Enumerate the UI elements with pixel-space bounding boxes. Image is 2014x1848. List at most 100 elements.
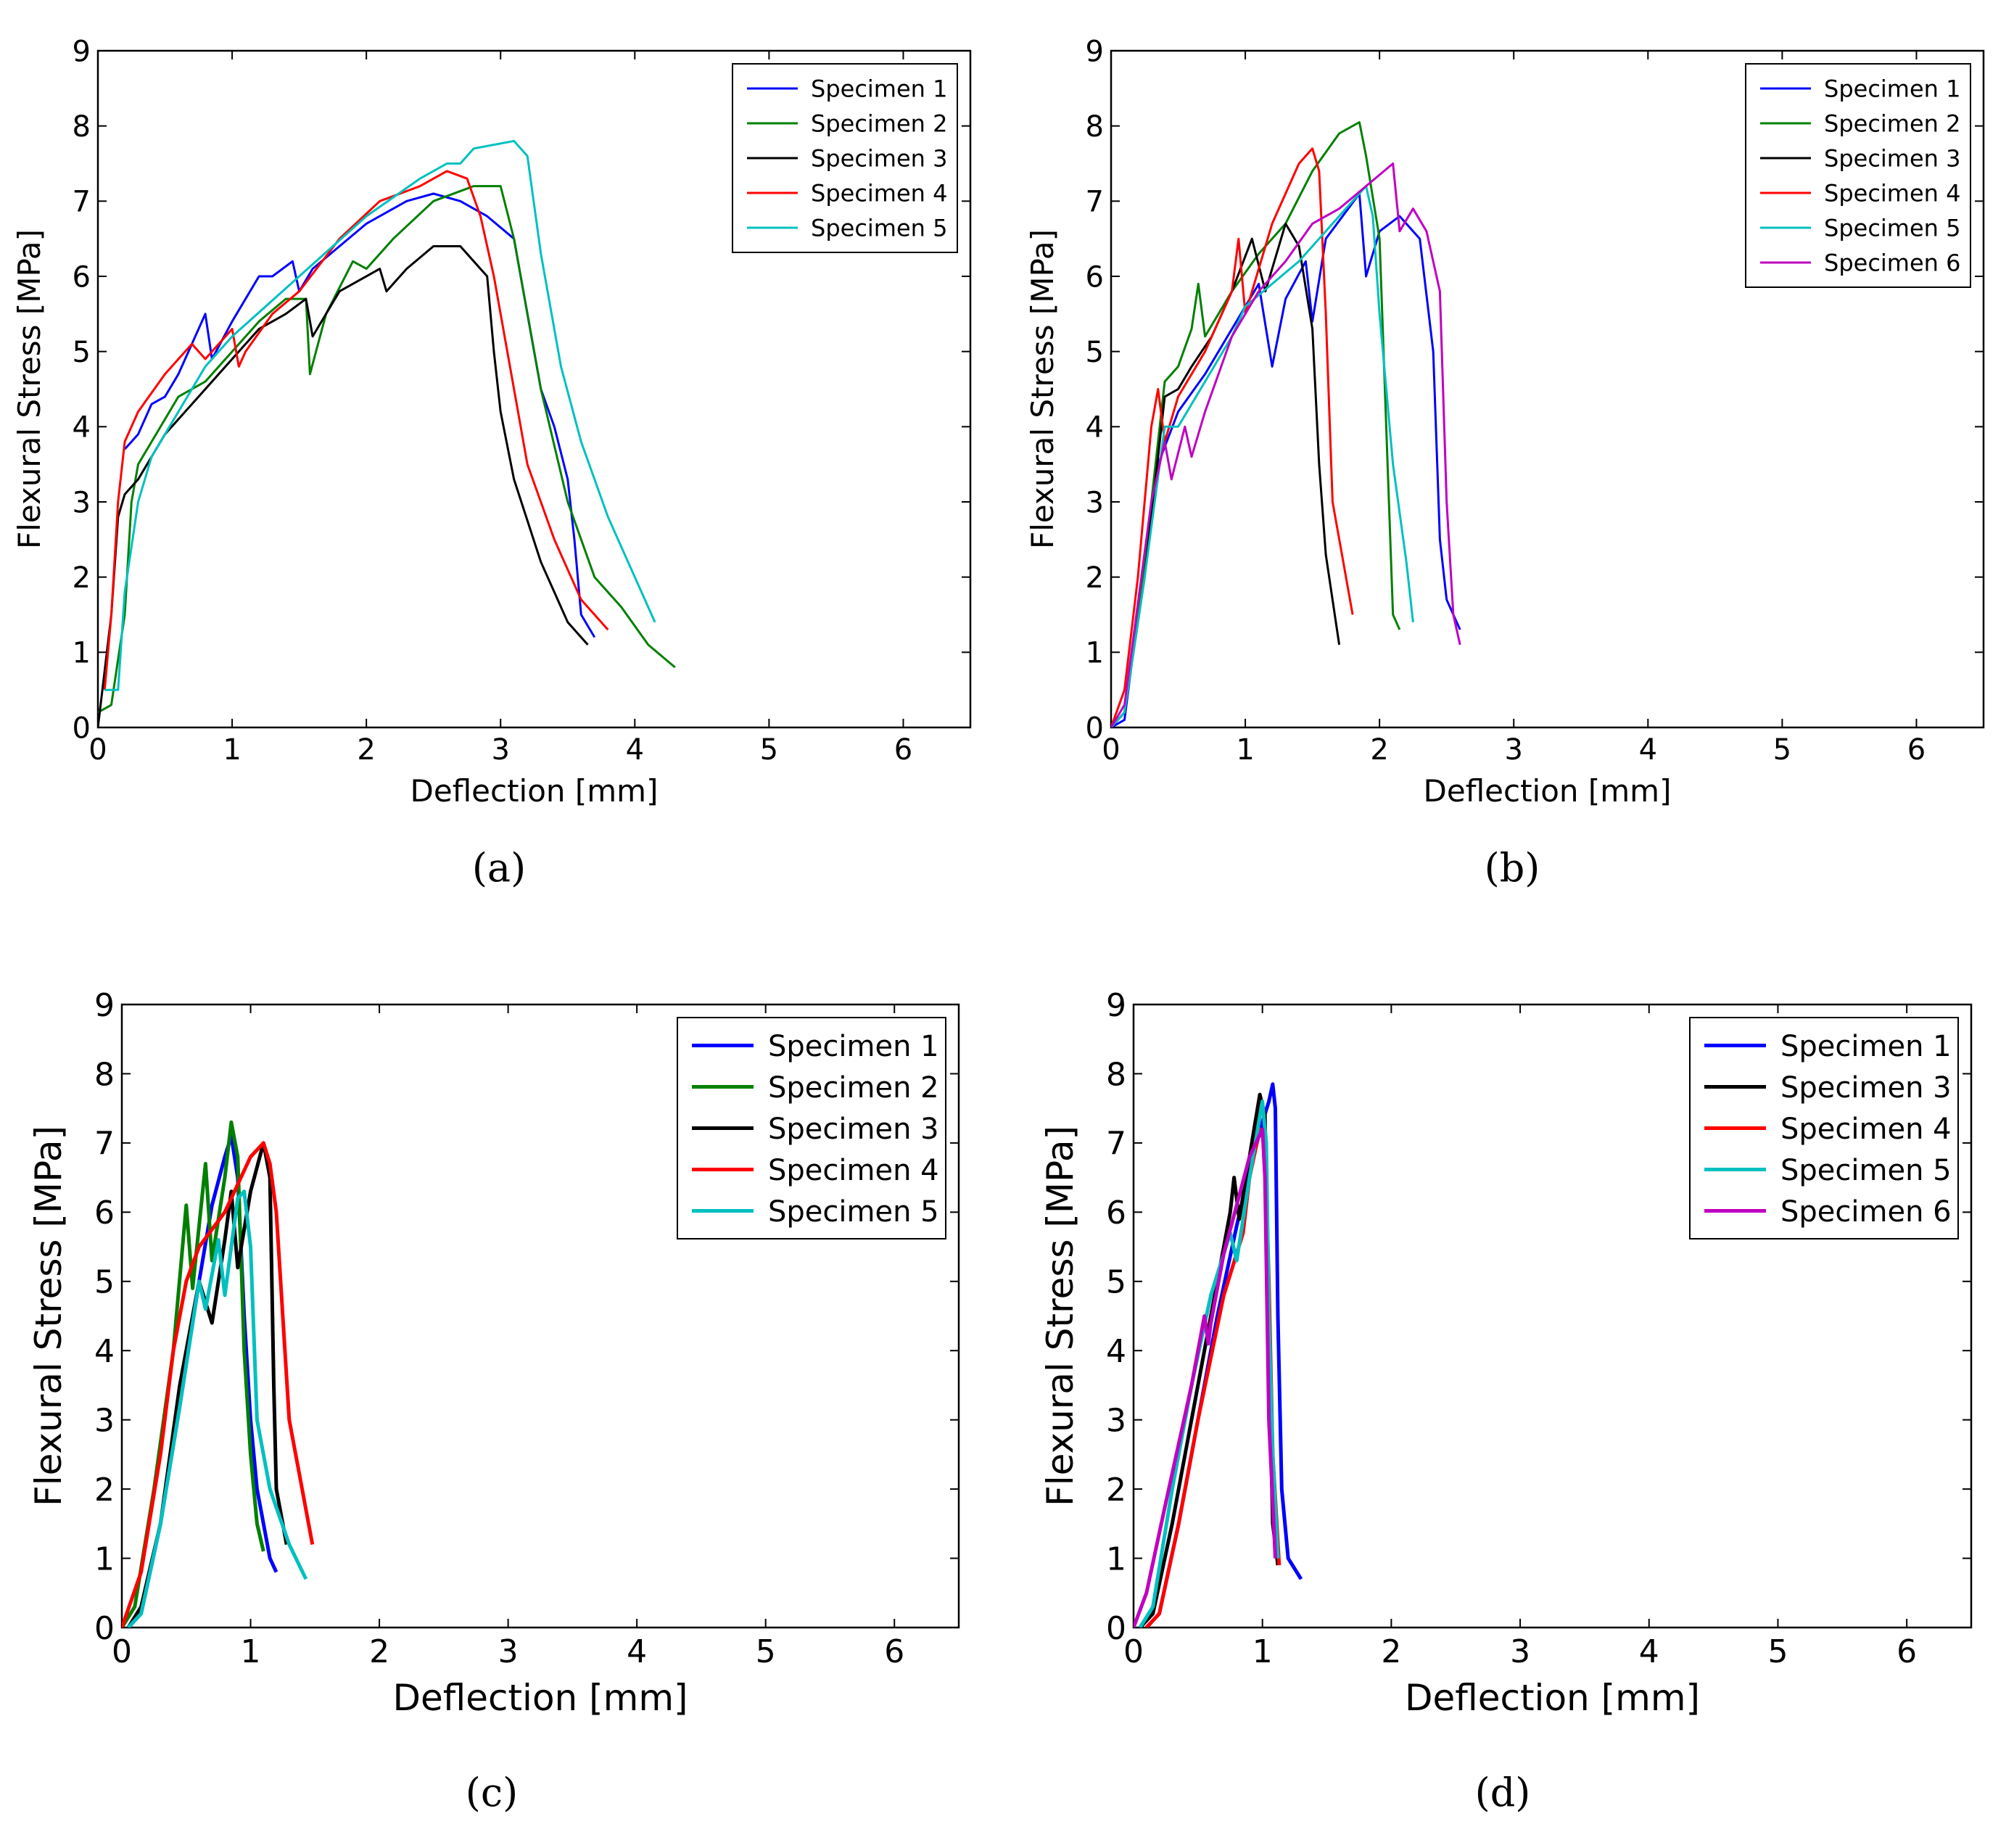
legend-label: Specimen 5	[1780, 1154, 1952, 1187]
x-tick-label: 2	[1370, 733, 1388, 767]
legend-label: Specimen 4	[811, 180, 947, 207]
series-line-specimen-6	[1111, 162, 1461, 727]
x-axis-title: Deflection [mm]	[1405, 1677, 1700, 1719]
series-group	[1111, 121, 1461, 727]
series-line-specimen-3	[98, 245, 589, 727]
y-tick-label: 7	[1106, 1126, 1126, 1163]
y-axis-title: Flexural Stress [MPa]	[28, 1126, 70, 1506]
x-tick-label: 6	[1897, 1633, 1917, 1670]
y-tick-label: 0	[1106, 1610, 1126, 1647]
panel-caption: (c)	[466, 1770, 518, 1815]
x-tick-label: 4	[1639, 733, 1657, 767]
series-group	[98, 139, 676, 727]
x-tick-label: 0	[1102, 733, 1120, 767]
legend-label: Specimen 2	[768, 1071, 939, 1105]
x-tick-label: 3	[492, 733, 510, 767]
series-group	[1134, 1082, 1303, 1628]
y-tick-label: 1	[1106, 1540, 1126, 1577]
y-tick-label: 2	[73, 561, 91, 595]
x-tick-label: 1	[1236, 733, 1254, 767]
legend-label: Specimen 5	[811, 215, 947, 242]
y-tick-label: 6	[94, 1195, 115, 1232]
legend-label: Specimen 6	[1780, 1195, 1952, 1229]
y-axis-title: Flexural Stress [MPa]	[12, 229, 47, 549]
y-tick-label: 8	[1086, 110, 1104, 144]
legend: Specimen 1 Specimen 2 Specimen 3 Specimen 4…	[732, 63, 958, 253]
legend-label: Specimen 2	[811, 110, 947, 138]
y-axis-title: Flexural Stress [MPa]	[1039, 1126, 1081, 1506]
y-tick-label: 6	[1106, 1195, 1126, 1232]
x-tick-label: 2	[369, 1633, 389, 1670]
series-line-specimen-4	[122, 1141, 315, 1628]
y-tick-label: 6	[1086, 260, 1104, 294]
legend-label: Specimen 1	[1824, 75, 1960, 103]
y-tick-label: 1	[94, 1540, 115, 1577]
y-tick-label: 0	[94, 1610, 115, 1647]
x-tick-label: 0	[1123, 1633, 1144, 1670]
y-tick-label: 8	[94, 1056, 115, 1093]
series-line-specimen-5	[127, 1189, 308, 1628]
y-tick-label: 7	[94, 1126, 115, 1163]
x-axis-title: Deflection [mm]	[392, 1677, 688, 1719]
legend-label: Specimen 4	[1824, 180, 1960, 207]
legend-label: Specimen 1	[768, 1030, 939, 1063]
y-tick-label: 2	[1106, 1472, 1126, 1509]
legend-label: Specimen 3	[811, 145, 947, 173]
y-tick-label: 1	[73, 637, 91, 670]
y-tick-label: 9	[73, 35, 91, 68]
y-tick-label: 7	[1086, 186, 1104, 219]
series-line-specimen-6	[1134, 1127, 1277, 1628]
x-tick-label: 4	[1639, 1633, 1659, 1670]
y-tick-label: 3	[1106, 1403, 1126, 1440]
x-tick-label: 6	[894, 733, 912, 767]
panel-d: 0 1 2 3 4 5 6 0 1 2 3 4 5 6 7 8 9 Deflection [mm] Flexural…	[1039, 987, 1973, 1815]
x-tick-label: 3	[1505, 733, 1523, 767]
x-tick-label: 0	[88, 733, 107, 767]
y-tick-label: 8	[73, 110, 91, 144]
y-tick-label: 5	[1106, 1264, 1126, 1301]
x-tick-label: 5	[1773, 733, 1791, 767]
legend-label: Specimen 5	[768, 1195, 939, 1229]
legend-label: Specimen 5	[1824, 215, 1960, 242]
x-tick-label: 6	[884, 1633, 904, 1670]
legend-label: Specimen 4	[768, 1154, 939, 1187]
y-axis-title: Flexural Stress [MPa]	[1025, 229, 1060, 549]
x-tick-label: 6	[1907, 733, 1926, 767]
legend-label: Specimen 4	[1780, 1113, 1952, 1146]
legend-box	[1745, 63, 1971, 288]
y-tick-label: 0	[73, 711, 91, 745]
series-line-specimen-4	[103, 170, 609, 690]
legend-label: Specimen 1	[811, 75, 947, 103]
x-tick-label: 1	[1252, 1633, 1273, 1670]
y-tick-label: 9	[94, 987, 115, 1024]
y-tick-label: 6	[73, 260, 91, 294]
y-tick-label: 8	[1106, 1056, 1126, 1093]
y-tick-label: 9	[1106, 987, 1126, 1024]
y-tick-label: 5	[1086, 336, 1104, 369]
panel-caption: (a)	[472, 845, 526, 891]
legend: Specimen 1 Specimen 2 Specimen 3 Specimen 4…	[1745, 63, 1971, 288]
series-line-specimen-5	[1111, 185, 1414, 727]
y-tick-label: 3	[73, 486, 91, 519]
x-tick-label: 1	[223, 733, 241, 767]
series-group	[122, 1120, 315, 1628]
x-tick-label: 3	[1510, 1633, 1530, 1670]
y-tick-label: 3	[1086, 486, 1104, 519]
x-axis-title: Deflection [mm]	[410, 773, 659, 809]
series-line-specimen-2	[1111, 121, 1401, 727]
legend: Specimen 1 Specimen 2 Specimen 3 Specimen 4…	[677, 1017, 946, 1239]
y-tick-label: 0	[1086, 711, 1104, 745]
x-axis-title: Deflection [mm]	[1424, 773, 1672, 809]
y-tick-label: 1	[1086, 637, 1104, 670]
panel-c: 0 1 2 3 4 5 6 0 1 2 3 4 5 6 7 8 9 Deflection [mm] Flexural…	[28, 987, 960, 1815]
series-line-specimen-1	[1111, 192, 1461, 727]
panel-caption: (d)	[1475, 1770, 1531, 1815]
y-tick-label: 2	[94, 1472, 115, 1509]
y-tick-label: 4	[1106, 1333, 1126, 1370]
y-tick-label: 5	[94, 1264, 115, 1301]
panel-a: 0 1 2 3 4 5 6 0 1 2 3 4 5 6 7 8 9 Deflection [mm] Flexural…	[12, 35, 972, 891]
x-tick-label: 4	[627, 1633, 647, 1670]
y-tick-label: 4	[1086, 411, 1104, 445]
y-tick-label: 4	[73, 411, 91, 445]
x-tick-label: 2	[357, 733, 375, 767]
